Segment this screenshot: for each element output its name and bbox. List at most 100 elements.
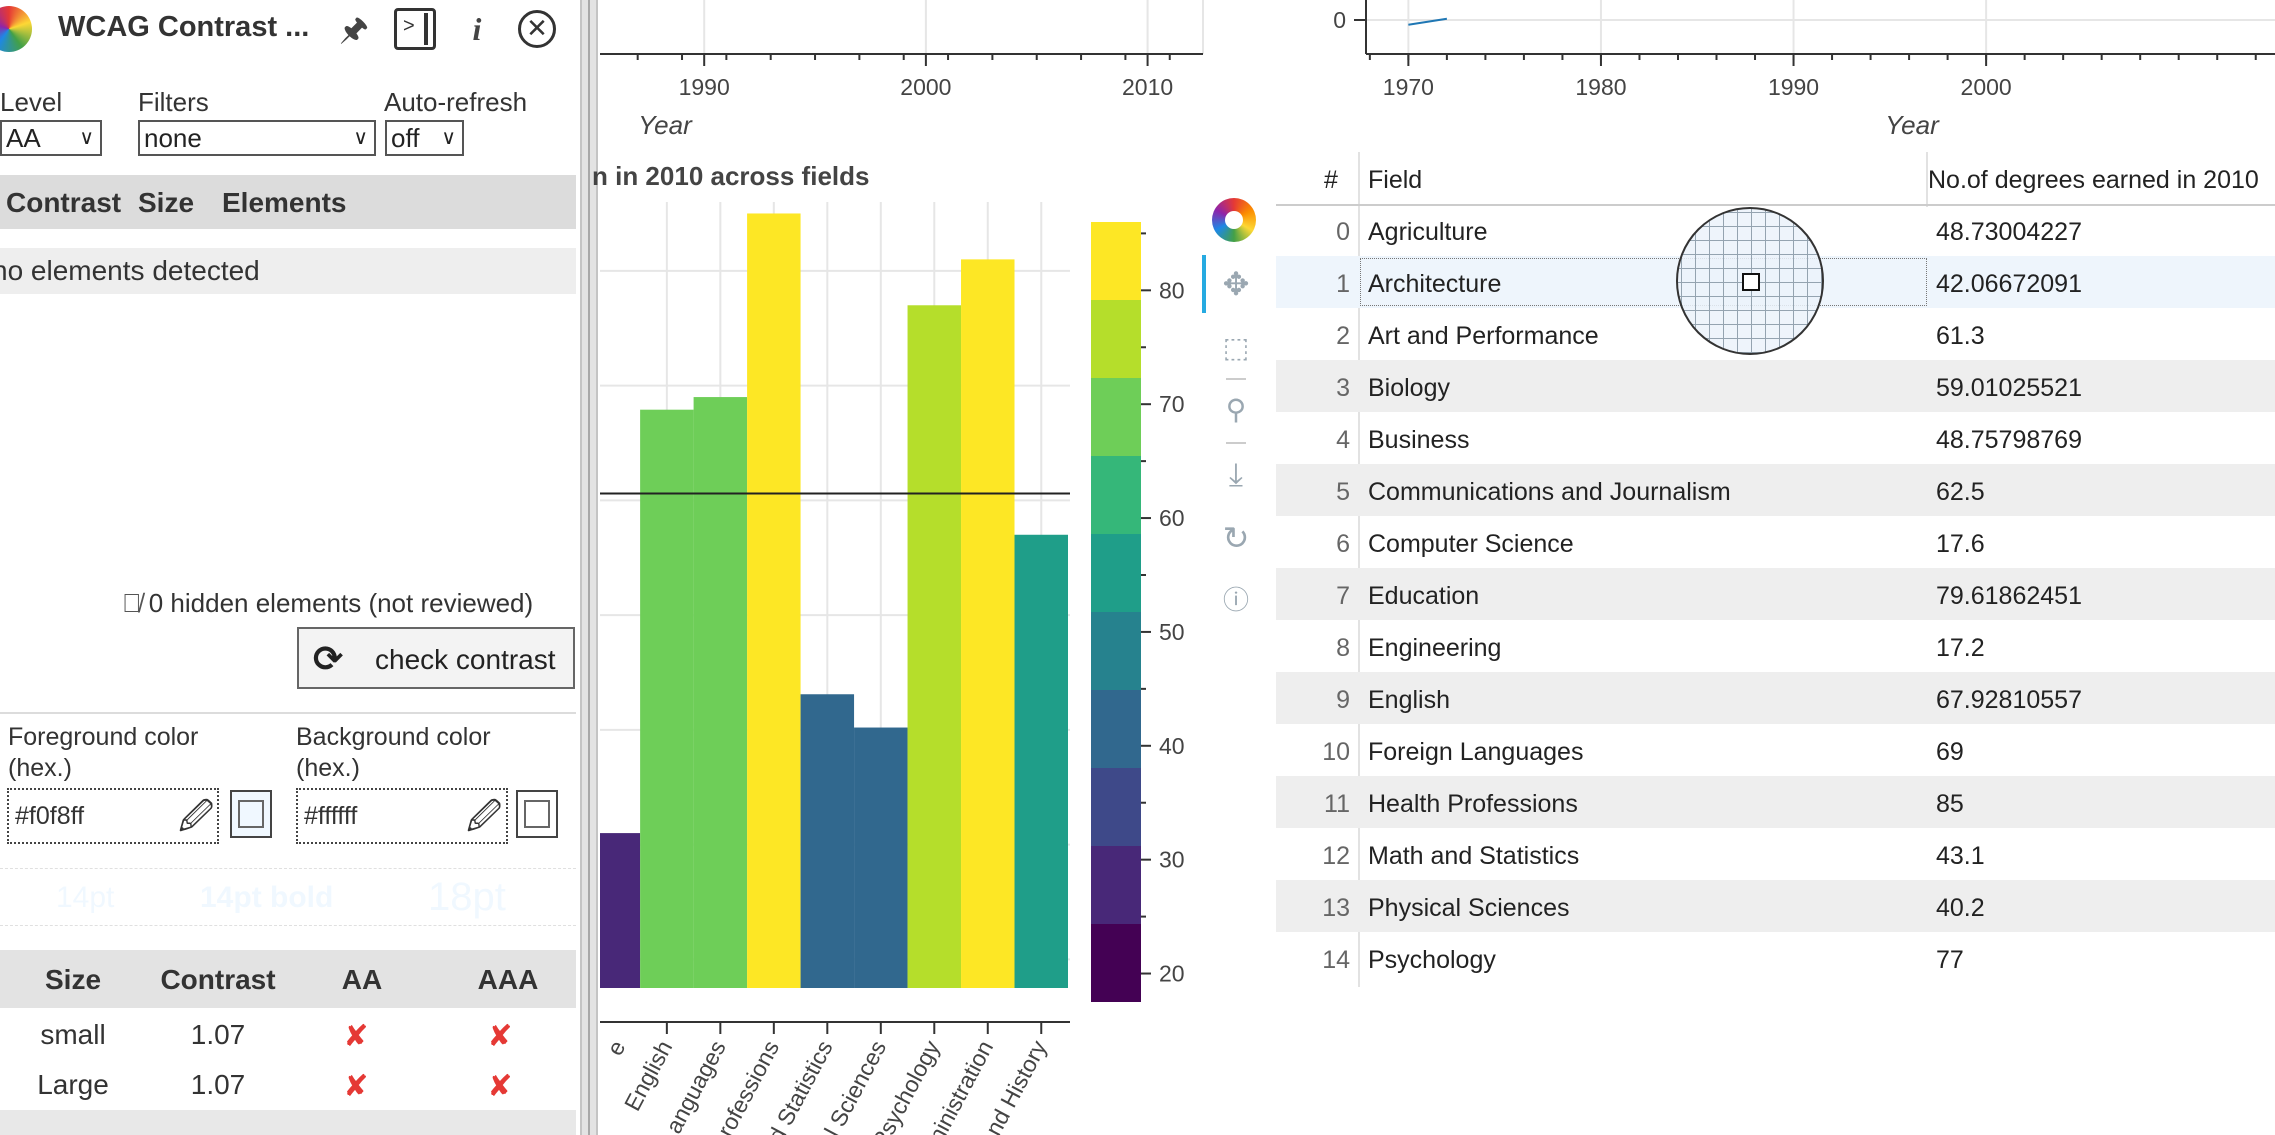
table-row[interactable]: 11 Health Professions 85 — [1276, 776, 2275, 828]
wheel-zoom-icon[interactable]: ⚲ — [1225, 394, 1247, 425]
field-cell[interactable]: Art and Performance — [1368, 322, 1599, 350]
col-index[interactable]: # — [1324, 166, 1338, 194]
active-tool-indicator — [1202, 255, 1206, 313]
close-icon[interactable]: ✕ — [518, 10, 556, 48]
filters-select[interactable]: none ∨ — [138, 120, 376, 156]
panel-resize-handle[interactable] — [580, 0, 598, 1135]
res-col-aa: AA — [341, 964, 383, 995]
foreground-swatch[interactable] — [230, 790, 272, 838]
field-cell[interactable]: Math and Statistics — [1368, 842, 1580, 870]
colorbar-tick-label: 30 — [1159, 847, 1185, 873]
value-cell[interactable]: 67.92810557 — [1936, 686, 2082, 714]
check-contrast-button[interactable]: ⟳ check contrast — [297, 627, 575, 689]
table-row[interactable]: 3 Biology 59.01025521 — [1276, 360, 2275, 412]
preview-small: 14pt — [56, 881, 115, 914]
value-cell[interactable]: 85 — [1936, 790, 1964, 818]
level-select[interactable]: AA ∨ — [0, 120, 102, 156]
help-icon[interactable]: ⓘ — [1222, 585, 1249, 615]
x-axis-label: Year — [638, 110, 693, 140]
reset-icon[interactable]: ↻ — [1222, 520, 1250, 556]
col-size[interactable]: Size — [138, 187, 195, 218]
refresh-icon: ⟳ — [313, 638, 344, 679]
col-elements[interactable]: Elements — [222, 187, 347, 218]
value-cell[interactable]: 62.5 — [1936, 478, 1985, 506]
field-cell[interactable]: Computer Science — [1368, 530, 1574, 558]
field-cell[interactable]: Biology — [1368, 374, 1450, 402]
table-row[interactable]: 10 Foreign Languages 69 — [1276, 724, 2275, 776]
table-row[interactable]: 14 Psychology 77 — [1276, 932, 2275, 984]
colorbar-segment — [1091, 222, 1141, 300]
autorefresh-label: Auto-refresh — [384, 87, 528, 117]
x-tick-label: anguages — [660, 1036, 730, 1135]
field-cell[interactable]: Education — [1368, 582, 1480, 610]
col-field[interactable]: Field — [1368, 166, 1423, 194]
fail-icon: ✘ — [343, 1020, 369, 1053]
x-tick-label: nd History — [980, 1036, 1052, 1135]
value-cell[interactable]: 17.2 — [1936, 634, 1985, 662]
background-input[interactable]: #ffffff — [296, 788, 508, 844]
bar — [800, 694, 855, 988]
field-cell[interactable]: English — [1368, 686, 1450, 714]
pin-icon[interactable]: 🖈 — [339, 11, 369, 47]
table-row[interactable]: 12 Math and Statistics 43.1 — [1276, 828, 2275, 880]
bar — [1014, 534, 1068, 988]
table-row[interactable]: 13 Physical Sciences 40.2 — [1276, 880, 2275, 932]
x-tick-label: Psychology — [867, 1036, 945, 1135]
value-cell[interactable]: 69 — [1936, 738, 1964, 766]
eyedropper-icon[interactable]: 🖉 — [466, 798, 503, 836]
x-tick-label: l Sciences — [819, 1036, 891, 1135]
col-degrees[interactable]: No.of degrees earned in 2010 — [1928, 166, 2259, 194]
x-tick-label: 1980 — [1575, 74, 1626, 100]
field-cell[interactable]: Agriculture — [1368, 218, 1488, 246]
field-cell[interactable]: Health Professions — [1368, 790, 1578, 818]
bokeh-logo-icon[interactable] — [1212, 198, 1256, 242]
value-cell[interactable]: 17.6 — [1936, 530, 1985, 558]
autorefresh-value: off — [391, 123, 420, 153]
table-row[interactable]: 2 Art and Performance 61.3 — [1276, 308, 2275, 360]
background-swatch[interactable] — [516, 790, 558, 838]
field-cell[interactable]: Business — [1368, 426, 1470, 454]
field-cell[interactable]: Physical Sciences — [1368, 894, 1570, 922]
field-cell[interactable]: Architecture — [1368, 270, 1502, 298]
info-icon[interactable]: i — [472, 11, 482, 47]
hidden-elements-count[interactable]: 👁̸ 0 hidden elements (not reviewed) — [122, 588, 533, 619]
colorbar-segment — [1091, 846, 1141, 924]
save-icon[interactable]: ⤓ — [1228, 456, 1244, 492]
value-cell[interactable]: 48.73004227 — [1936, 218, 2082, 246]
field-cell[interactable]: Psychology — [1368, 946, 1496, 974]
autorefresh-select[interactable]: off ∨ — [385, 120, 464, 156]
table-row[interactable]: 6 Computer Science 17.6 — [1276, 516, 2275, 568]
table-row[interactable]: 7 Education 79.61862451 — [1276, 568, 2275, 620]
row-index: 7 — [1336, 582, 1350, 610]
field-cell[interactable]: Engineering — [1368, 634, 1502, 662]
value-cell[interactable]: 61.3 — [1936, 322, 1985, 350]
colorbar-tick-label: 60 — [1159, 505, 1185, 531]
box-zoom-icon[interactable]: ⬚ — [1222, 332, 1250, 363]
field-cell[interactable]: Foreign Languages — [1368, 738, 1584, 766]
value-cell[interactable]: 59.01025521 — [1936, 374, 2082, 402]
pan-icon[interactable]: ✥ — [1222, 266, 1250, 302]
col-contrast[interactable]: Contrast — [6, 187, 122, 218]
value-cell[interactable]: 77 — [1936, 946, 1964, 974]
table-row[interactable]: 4 Business 48.75798769 — [1276, 412, 2275, 464]
x-axis-label: Year — [1885, 110, 1940, 140]
no-elements-text: no elements detected — [0, 255, 260, 286]
foreground-input[interactable]: #f0f8ff — [7, 788, 219, 844]
value-cell[interactable]: 48.75798769 — [1936, 426, 2082, 454]
bar — [961, 259, 1015, 988]
value-cell[interactable]: 79.61862451 — [1936, 582, 2082, 610]
bar-chart: n in 2010 across fields eEnglishanguagesr… — [592, 161, 1185, 1135]
res-col-aaa: AAA — [477, 964, 539, 995]
table-row[interactable]: 5 Communications and Journalism 62.5 — [1276, 464, 2275, 516]
bar — [640, 409, 694, 988]
eyedropper-icon[interactable]: 🖉 — [178, 798, 215, 836]
value-cell[interactable]: 42.06672091 — [1936, 270, 2082, 298]
table-row[interactable]: 0 Agriculture 48.73004227 — [1276, 204, 2275, 256]
value-cell[interactable]: 40.2 — [1936, 894, 1985, 922]
sidebar-toggle-icon[interactable]: > — [394, 8, 436, 50]
value-cell[interactable]: 43.1 — [1936, 842, 1985, 870]
table-row[interactable]: 9 English 67.92810557 — [1276, 672, 2275, 724]
table-row[interactable]: 8 Engineering 17.2 — [1276, 620, 2275, 672]
panel-title: WCAG Contrast ... — [58, 11, 310, 43]
field-cell[interactable]: Communications and Journalism — [1368, 478, 1731, 506]
